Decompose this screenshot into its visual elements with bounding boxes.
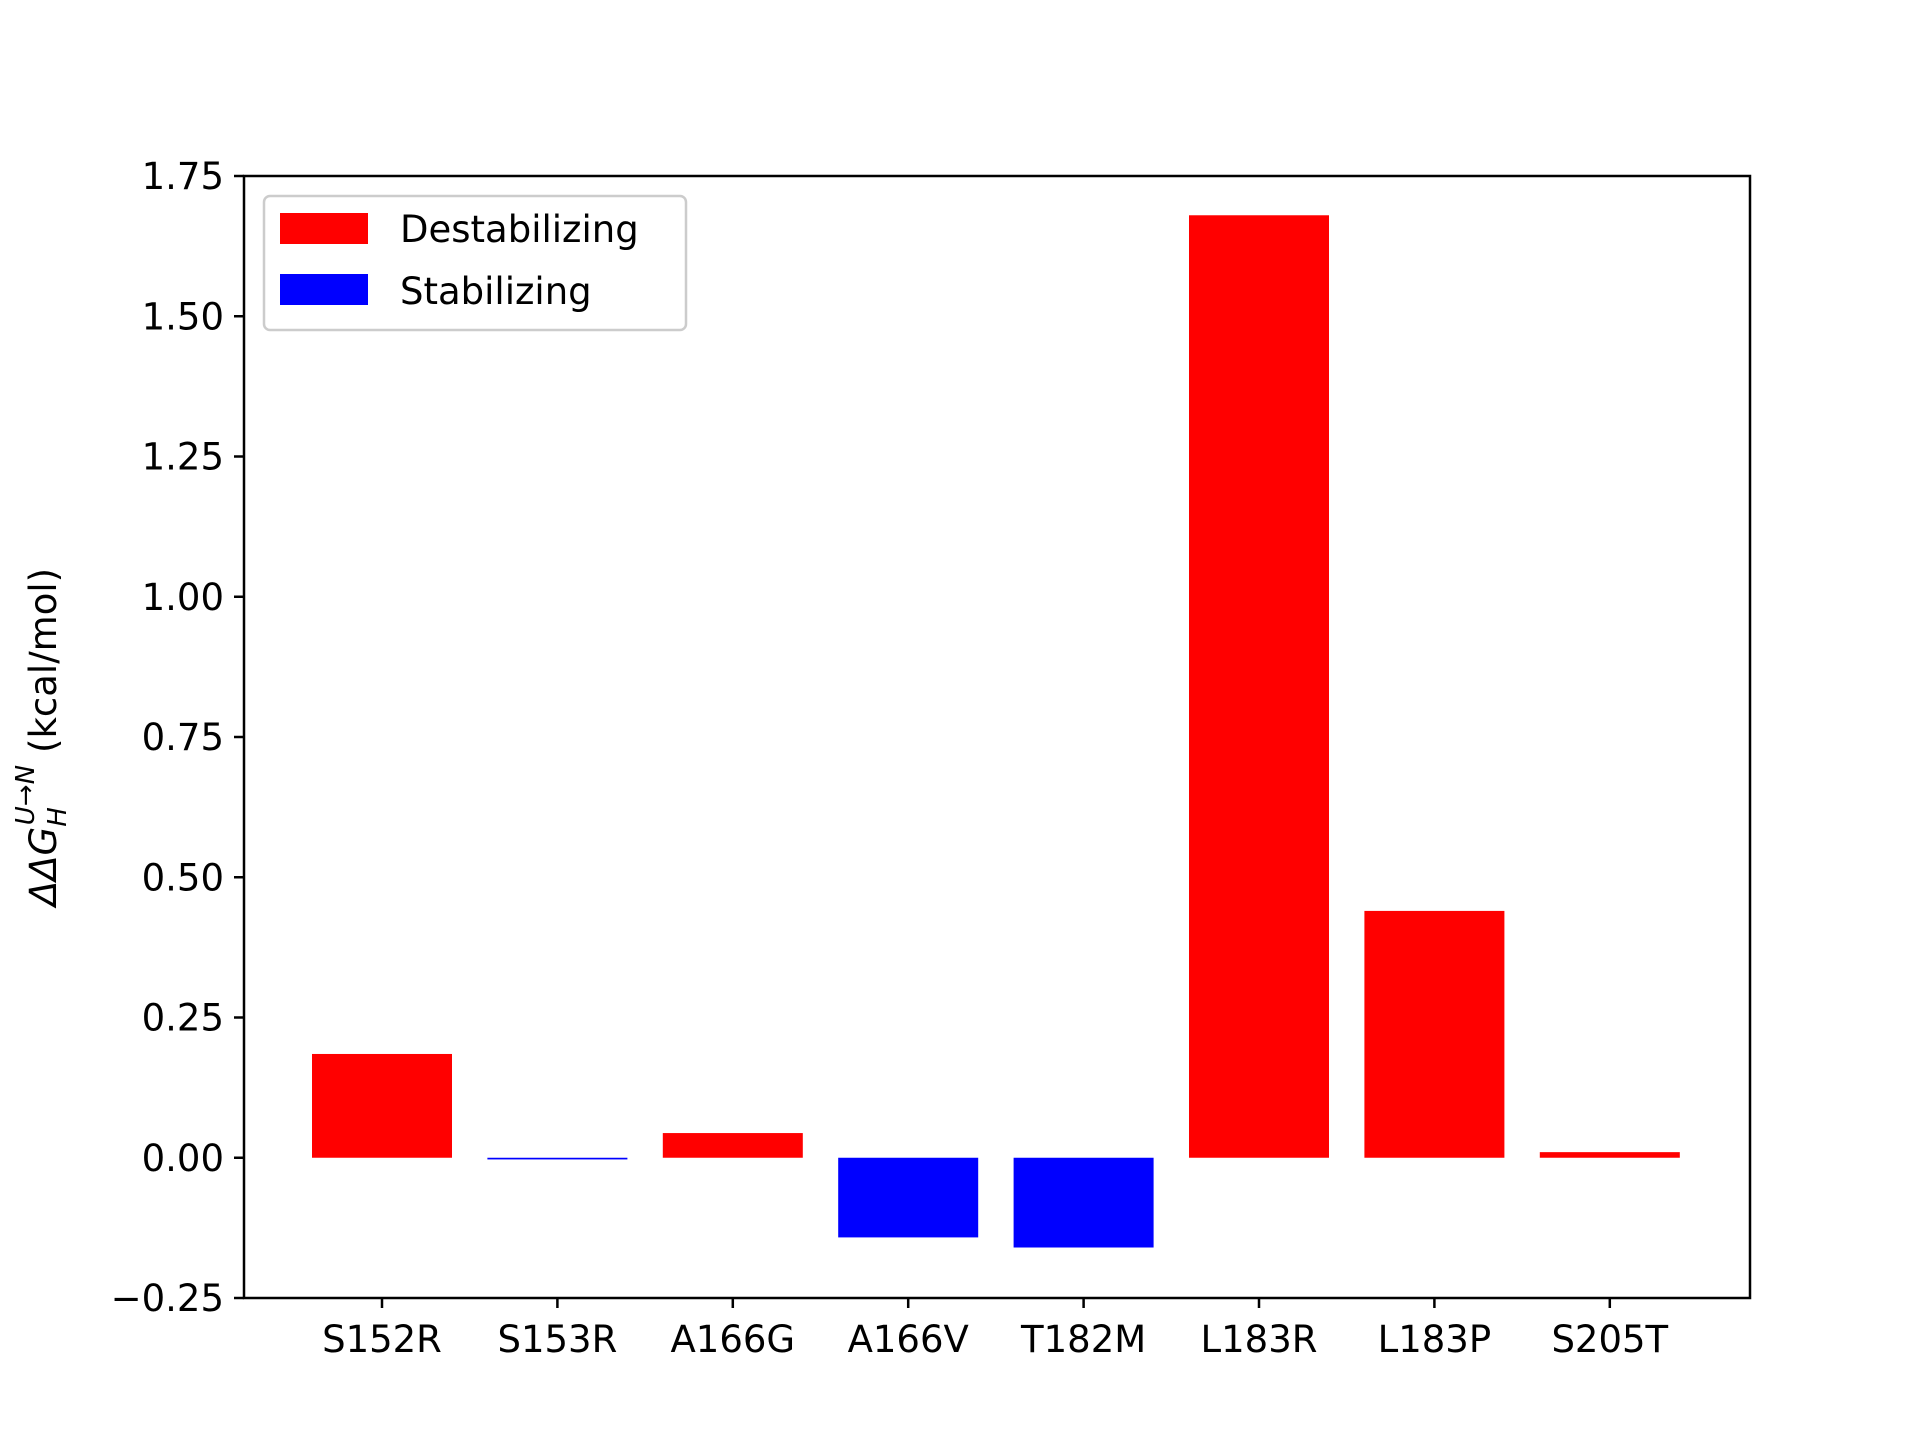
y-tick-label: −0.25	[111, 1277, 224, 1320]
legend-swatch-stabilizing	[280, 274, 368, 305]
legend-label-stabilizing: Stabilizing	[400, 270, 592, 313]
bar-s153r	[487, 1157, 628, 1160]
bar-s205t	[1539, 1152, 1680, 1158]
bars-group	[312, 215, 1680, 1248]
x-tick-label: T182M	[1020, 1318, 1146, 1361]
y-tick-label: 0.50	[142, 856, 224, 899]
legend-swatch-destabilizing	[280, 213, 368, 244]
x-tick-label: A166V	[848, 1318, 969, 1361]
x-tick-label: S205T	[1551, 1318, 1668, 1361]
x-tick-label: L183R	[1201, 1318, 1318, 1361]
legend-box	[262, 194, 688, 332]
x-tick-label: L183P	[1378, 1318, 1492, 1361]
x-tick-label: S152R	[322, 1318, 442, 1361]
legend: Destabilizing Stabilizing	[262, 194, 688, 332]
bar-t182m	[1013, 1157, 1154, 1248]
y-tick-label: 0.25	[142, 997, 224, 1040]
bar-a166v	[838, 1157, 979, 1238]
y-tick-label: 0.00	[142, 1137, 224, 1180]
y-axis-label: ΔΔGHU→N(kcal/mol)	[11, 568, 73, 909]
y-tick-label: 1.00	[142, 576, 224, 619]
y-tick-label: 1.50	[142, 295, 224, 338]
x-tick-label: S153R	[497, 1318, 617, 1361]
bar-l183p	[1364, 910, 1505, 1158]
y-tick-label: 1.25	[142, 436, 224, 479]
x-tick-label: A166G	[670, 1318, 795, 1361]
plot-frame	[242, 174, 1752, 1300]
bar-a166g	[662, 1133, 803, 1158]
legend-label-destabilizing: Destabilizing	[400, 208, 639, 251]
x-axis-ticks: S152R S153R A166G A166V T182M L183R L183P S205T	[322, 1298, 1669, 1361]
y-axis-ticks: −0.25 0.00 0.25 0.50 0.75 1.00 1.25 1.50 1.75	[111, 155, 244, 1320]
bar-l183r	[1189, 215, 1329, 1158]
y-tick-label: 1.75	[142, 155, 224, 198]
bar-s152r	[312, 1053, 452, 1158]
y-tick-label: 0.75	[142, 716, 224, 759]
